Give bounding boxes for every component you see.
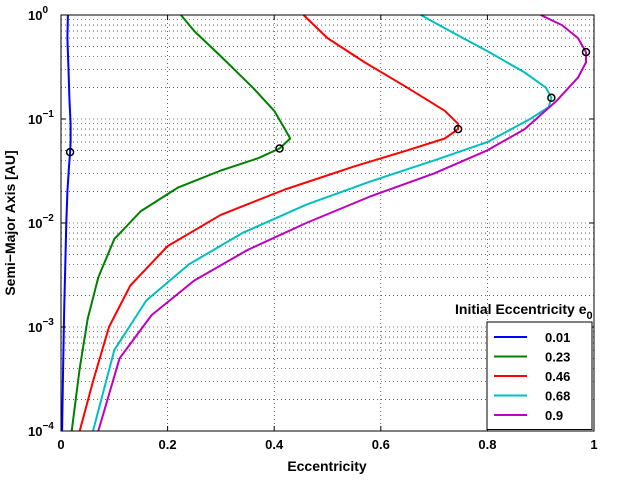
series-marker-0.23 — [275, 144, 284, 153]
y-tick-exponent: 0 — [42, 5, 48, 16]
legend-title-subscript: 0 — [587, 310, 593, 322]
x-tick-label: 0.4 — [265, 437, 284, 452]
grid — [61, 15, 594, 431]
series-line-0.01 — [61, 14, 72, 432]
series-line-0.68 — [92, 14, 553, 432]
x-axis-label: Eccentricity — [287, 458, 367, 474]
x-tick-label: 0 — [57, 437, 64, 452]
series-marker-0.68 — [547, 93, 556, 103]
y-tick-base: 10 — [28, 112, 42, 127]
series-marker-0.46 — [453, 124, 463, 134]
y-tick-label: 10−4 — [28, 421, 54, 439]
legend-label: 0.68 — [545, 389, 570, 404]
x-tick-label: 0.8 — [478, 437, 496, 452]
y-tick-label: 100 — [28, 5, 48, 23]
series-line-0.46 — [78, 14, 460, 432]
y-tick-exponent: −2 — [42, 213, 54, 224]
x-tick-label: 0.6 — [372, 437, 390, 452]
legend-label: 0.01 — [545, 330, 570, 345]
y-tick-exponent: −3 — [42, 317, 54, 328]
x-axis: 0 0.2 0.4 0.6 0.8 1 — [57, 15, 598, 452]
x-tick-label: 1 — [590, 437, 597, 452]
series-line-0.9 — [97, 14, 587, 432]
y-axis-label: Semi−Major Axis [AU] — [2, 150, 18, 295]
x-tick-label: 0.2 — [159, 437, 177, 452]
y-tick-exponent: −4 — [42, 421, 54, 432]
y-tick-base: 10 — [28, 216, 42, 231]
series-lines — [61, 14, 591, 432]
legend-title: Initial Eccentricity e0 — [455, 301, 593, 322]
y-tick-base: 10 — [28, 424, 42, 439]
legend-label: 0.46 — [545, 369, 570, 384]
y-tick-base: 10 — [28, 320, 42, 335]
y-tick-base: 10 — [28, 8, 42, 23]
y-tick-label: 10−1 — [28, 109, 54, 127]
legend-label: 0.23 — [545, 350, 570, 365]
series-marker-0.9 — [581, 47, 591, 57]
legend-label: 0.9 — [545, 408, 563, 423]
series-line-0.23 — [70, 14, 292, 432]
y-tick-exponent: −1 — [42, 109, 54, 120]
series-marker-0.01 — [65, 147, 75, 157]
y-tick-label: 10−2 — [28, 213, 54, 231]
legend: 0.01 0.23 0.46 0.68 0.9 — [486, 321, 593, 430]
legend-title-text: Initial Eccentricity e — [455, 301, 587, 317]
y-tick-label: 10−3 — [28, 317, 54, 335]
